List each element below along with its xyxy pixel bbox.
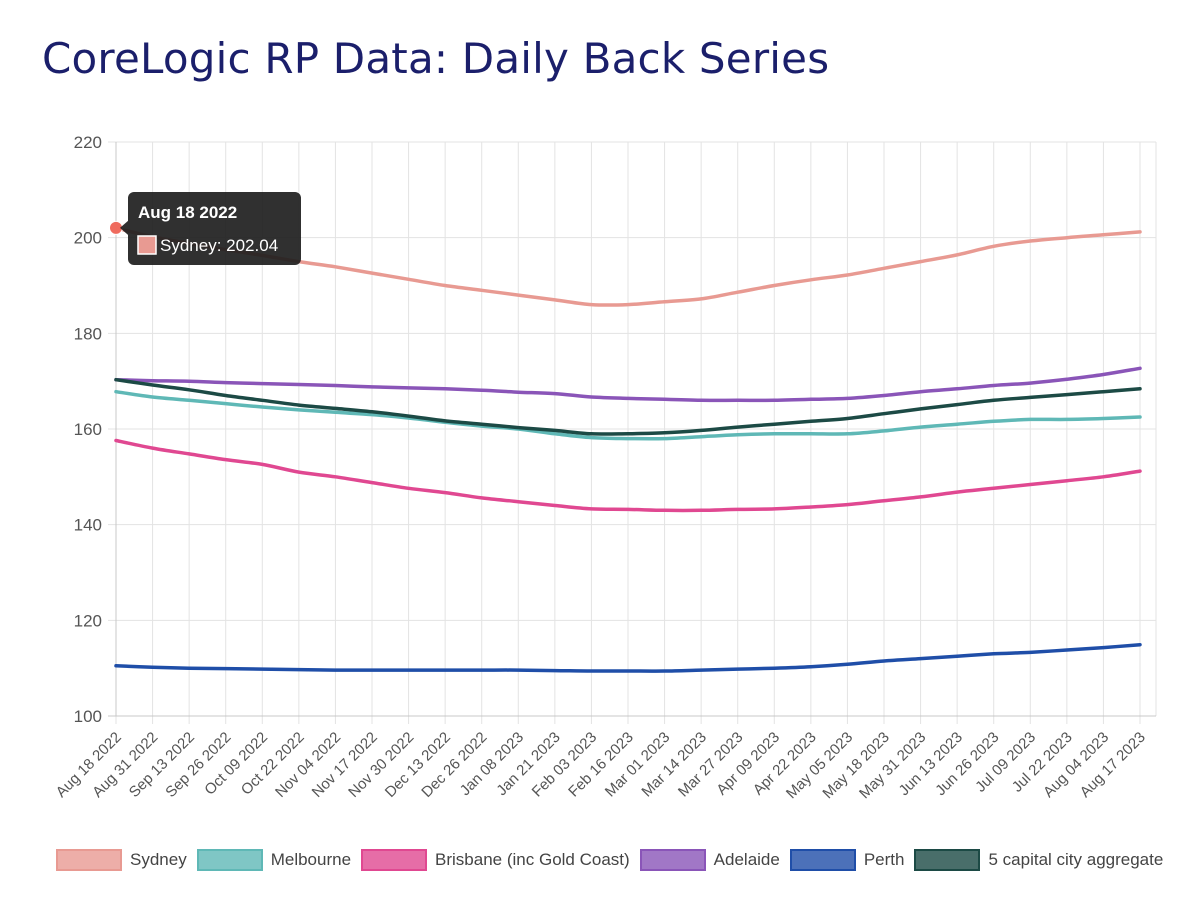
- legend-item[interactable]: 5 capital city aggregate: [914, 848, 1163, 872]
- y-tick-label: 220: [74, 133, 102, 152]
- chart-legend: Sydney Melbourne Brisbane (inc Gold Coast)…: [56, 848, 1176, 872]
- legend-swatch: [789, 849, 856, 871]
- page-title: CoreLogic RP Data: Daily Back Series: [42, 34, 830, 83]
- legend-swatch: [361, 849, 428, 871]
- y-tick-label: 140: [74, 516, 102, 535]
- tooltip-caret: [120, 220, 128, 235]
- chart-tooltip: Aug 18 2022 Sydney: 202.04: [109, 192, 301, 265]
- y-tick-label: 200: [74, 229, 102, 248]
- legend-item[interactable]: Melbourne: [196, 848, 352, 872]
- series-line-brisbane-inc-gold-coast: [114, 438, 1142, 513]
- chart-series: [114, 226, 1142, 673]
- tooltip-value: Sydney: 202.04: [160, 236, 278, 255]
- legend-label: Brisbane (inc Gold Coast): [435, 850, 630, 869]
- legend-swatch: [196, 849, 263, 871]
- tooltip-box: [128, 192, 301, 265]
- y-tick-label: 180: [74, 324, 102, 343]
- series-line-5-capital-city-aggregate: [114, 377, 1142, 436]
- legend-item[interactable]: Perth: [789, 848, 905, 872]
- y-tick-label: 100: [74, 707, 102, 726]
- legend-label: Adelaide: [713, 850, 780, 869]
- legend-item[interactable]: Sydney: [56, 848, 187, 872]
- series-line-melbourne: [114, 389, 1142, 441]
- legend-swatch: [56, 849, 122, 871]
- legend-swatch: [639, 849, 706, 871]
- series-line-perth: [114, 642, 1142, 673]
- series-line-adelaide: [114, 366, 1142, 403]
- legend-label: Perth: [863, 850, 905, 869]
- legend-swatch: [914, 849, 981, 871]
- legend-label: 5 capital city aggregate: [988, 850, 1164, 869]
- legend-item[interactable]: Adelaide: [639, 848, 780, 872]
- legend-label: Sydney: [130, 850, 187, 869]
- legend-label: Melbourne: [270, 850, 352, 869]
- y-tick-label: 160: [74, 420, 102, 439]
- legend-item[interactable]: Brisbane (inc Gold Coast): [361, 848, 630, 872]
- y-tick-label: 120: [74, 611, 102, 630]
- tooltip-date: Aug 18 2022: [138, 203, 237, 222]
- tooltip-swatch: [137, 235, 157, 255]
